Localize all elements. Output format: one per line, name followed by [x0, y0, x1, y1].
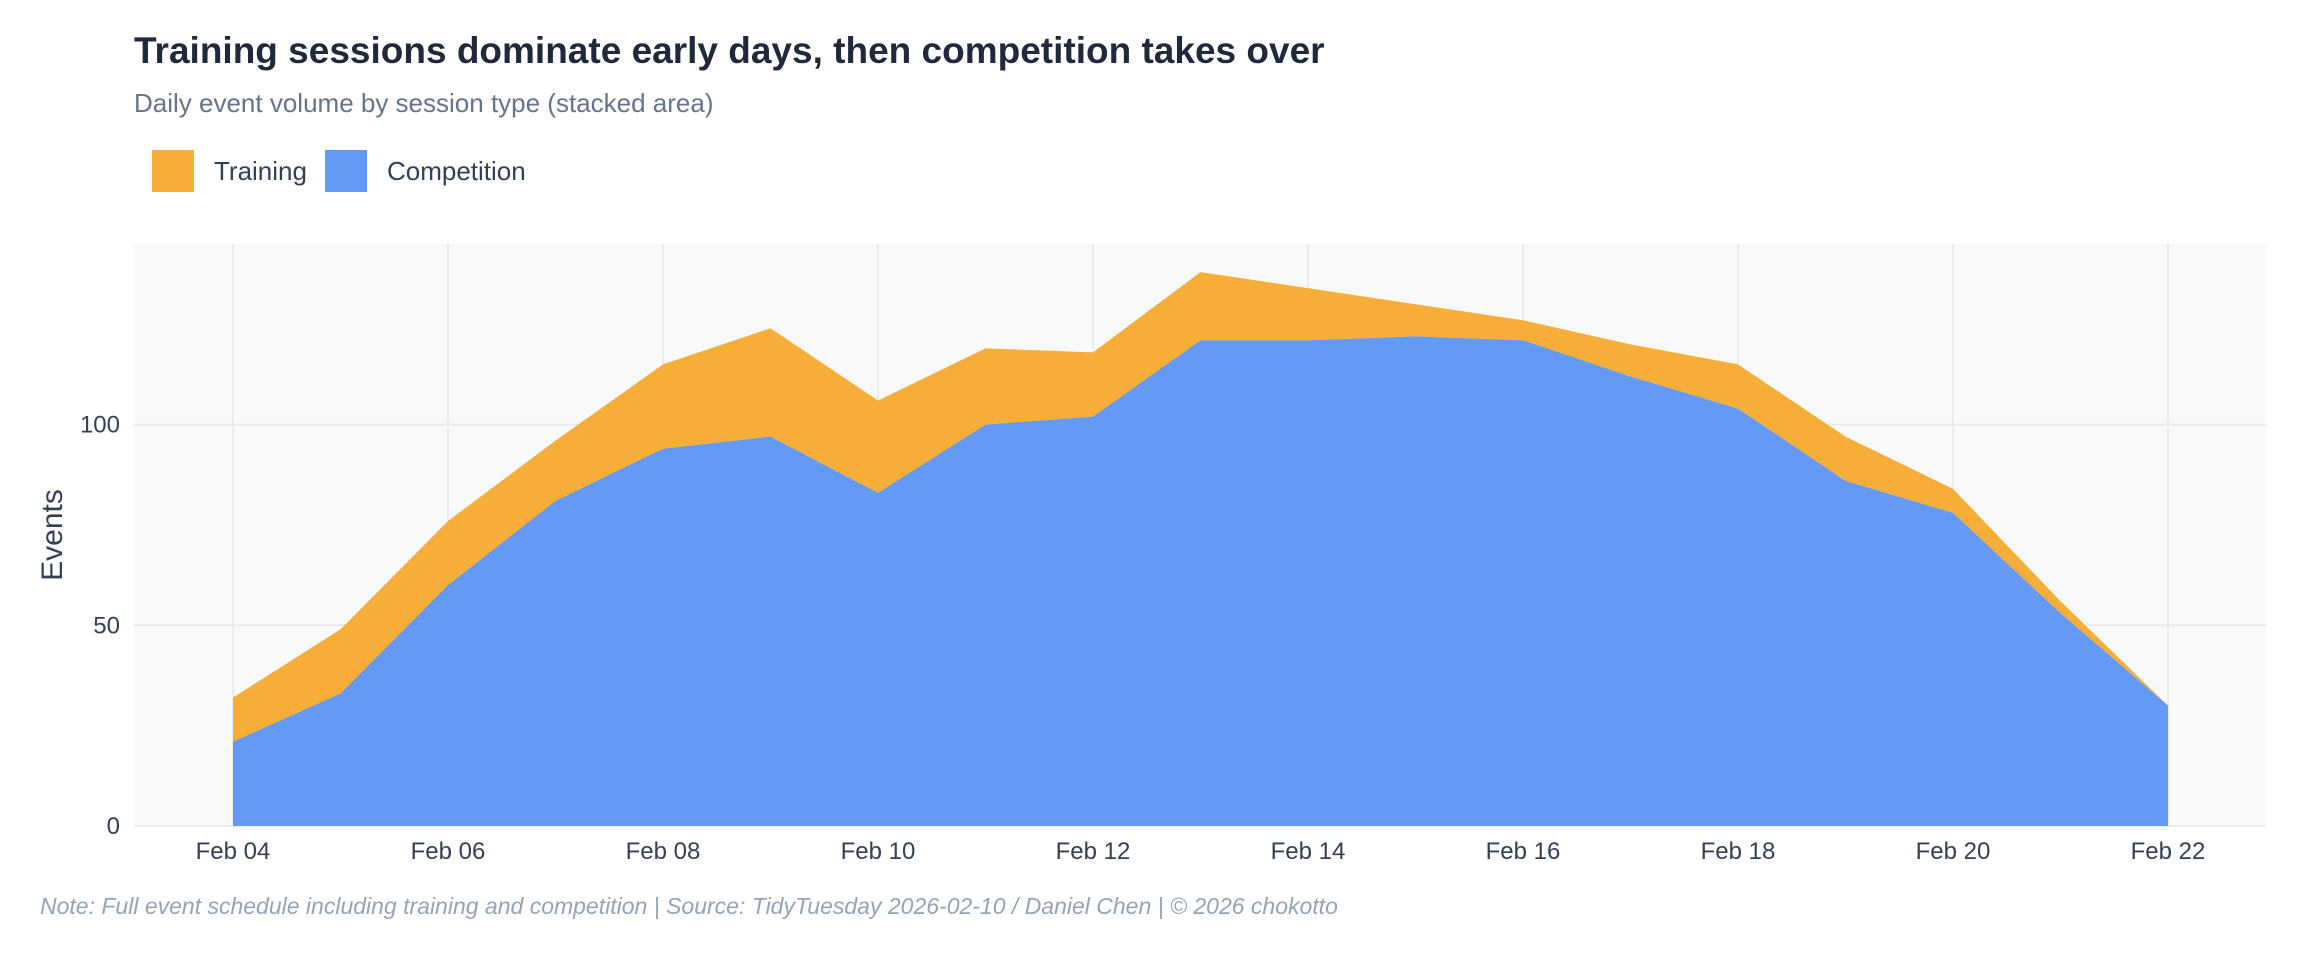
y-tick-label: 100: [80, 412, 120, 439]
x-tick-label: Feb 04: [196, 838, 271, 865]
legend-swatch-training: [152, 150, 194, 192]
chart-title: Training sessions dominate early days, t…: [134, 30, 1325, 71]
area-competition: [233, 336, 2168, 826]
legend-label-competition: Competition: [386, 155, 526, 186]
y-tick-label: 50: [93, 612, 120, 639]
y-axis-title: Events: [36, 489, 69, 581]
chart-footer-note: Note: Full event schedule including trai…: [40, 893, 1338, 919]
chart-subtitle: Daily event volume by session type (stac…: [134, 88, 714, 118]
legend-swatch-competition: [324, 150, 367, 192]
x-tick-label: Feb 12: [1056, 838, 1131, 865]
area-training: [233, 272, 2168, 742]
y-tick-label: 0: [107, 813, 120, 840]
x-tick-label: Feb 16: [1486, 838, 1561, 865]
chart-legend: Training Competition: [152, 150, 544, 192]
legend-item-training[interactable]: Training: [152, 150, 307, 192]
legend-label-training: Training: [214, 155, 307, 186]
x-tick-label: Feb 10: [841, 838, 916, 865]
x-tick-label: Feb 08: [626, 838, 701, 865]
x-tick-label: Feb 18: [1701, 838, 1776, 865]
x-tick-label: Feb 14: [1271, 838, 1346, 865]
legend-item-competition[interactable]: Competition: [324, 150, 526, 192]
x-tick-label: Feb 20: [1916, 838, 1991, 865]
x-tick-label: Feb 06: [411, 838, 486, 865]
x-tick-label: Feb 22: [2131, 838, 2206, 865]
